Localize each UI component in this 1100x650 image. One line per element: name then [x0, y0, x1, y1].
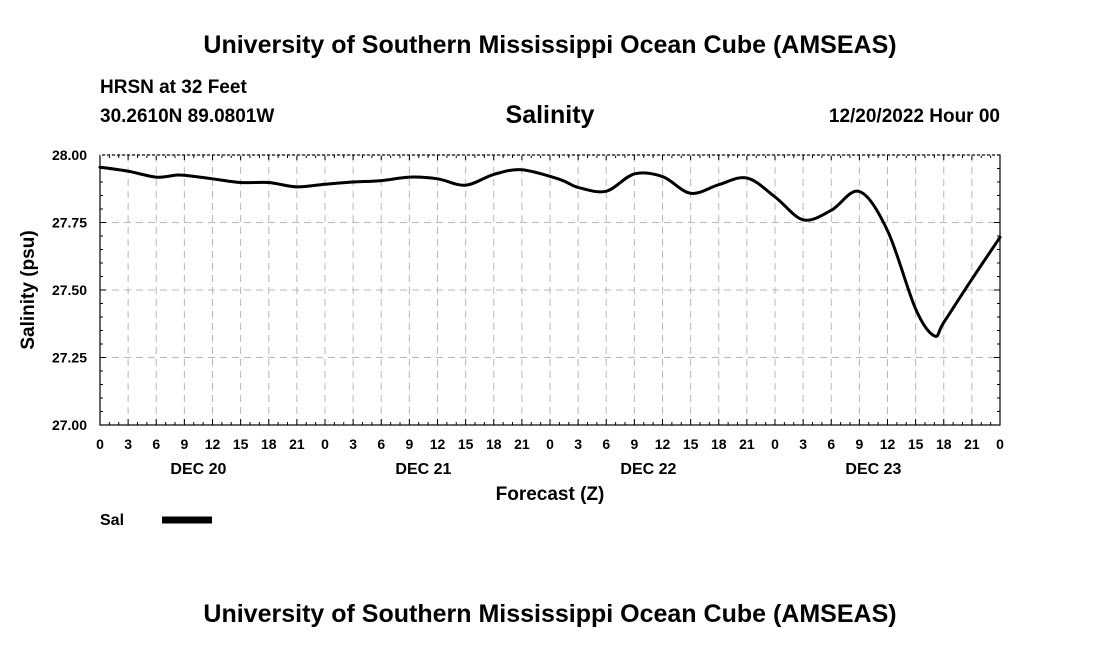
x-tick-label: 0: [546, 436, 554, 452]
x-tick-label: 18: [936, 436, 952, 452]
x-tick-label: 9: [630, 436, 638, 452]
legend-label: Sal: [100, 512, 124, 529]
x-tick-label: 12: [430, 436, 446, 452]
x-tick-label: 6: [827, 436, 835, 452]
x-tick-label: 12: [655, 436, 671, 452]
x-tick-label: 18: [711, 436, 727, 452]
x-tick-label: 3: [799, 436, 807, 452]
x-tick-label: 18: [486, 436, 502, 452]
day-label: DEC 21: [395, 461, 451, 478]
y-tick-label: 27.25: [52, 350, 87, 366]
axis-ticks: [99, 154, 1001, 426]
y-tick-label: 27.50: [52, 282, 87, 298]
x-tick-label: 18: [261, 436, 277, 452]
x-tick-label: 3: [349, 436, 357, 452]
day-label: DEC 22: [620, 461, 676, 478]
day-label: DEC 20: [170, 461, 226, 478]
station-label: HRSN at 32 Feet: [100, 77, 247, 98]
y-tick-label: 27.00: [52, 417, 87, 433]
y-axis-label: Salinity (psu): [18, 230, 39, 349]
bottom-title: University of Southern Mississippi Ocean…: [203, 600, 897, 628]
tick-labels: 0 3 6 9 12 15 18 21 0 3 6 9 12 15 18 21 0 3 6 9 12 15 18 21 0 3 6 9…: [52, 147, 1004, 478]
x-tick-label: 3: [124, 436, 132, 452]
x-tick-label: 21: [289, 436, 305, 452]
grid-lines: [100, 155, 1000, 425]
day-label: DEC 23: [845, 461, 901, 478]
x-tick-label: 0: [96, 436, 104, 452]
x-tick-label: 0: [771, 436, 779, 452]
x-tick-label: 15: [683, 436, 699, 452]
x-tick-label: 6: [602, 436, 610, 452]
x-tick-label: 9: [180, 436, 188, 452]
x-tick-label: 12: [205, 436, 221, 452]
x-axis-label: Forecast (Z): [496, 484, 605, 505]
x-tick-label: 15: [458, 436, 474, 452]
x-tick-label: 15: [233, 436, 249, 452]
x-tick-label: 0: [996, 436, 1004, 452]
x-tick-label: 21: [739, 436, 755, 452]
y-tick-label: 27.75: [52, 215, 87, 231]
x-tick-label: 3: [574, 436, 582, 452]
top-title: University of Southern Mississippi Ocean…: [203, 31, 897, 59]
x-tick-label: 12: [880, 436, 896, 452]
x-tick-label: 15: [908, 436, 924, 452]
salinity-series-line: [98, 165, 1002, 338]
x-tick-label: 9: [405, 436, 413, 452]
date-hour-label: 12/20/2022 Hour 00: [828, 106, 1000, 127]
y-tick-label: 28.00: [52, 147, 87, 163]
x-tick-label: 21: [964, 436, 980, 452]
coordinates-label: 30.2610N 89.0801W: [100, 106, 275, 127]
x-tick-label: 21: [514, 436, 530, 452]
x-tick-label: 9: [855, 436, 863, 452]
chart-title: Salinity: [505, 101, 595, 129]
x-tick-label: 0: [321, 436, 329, 452]
x-tick-label: 6: [152, 436, 160, 452]
x-tick-label: 6: [377, 436, 385, 452]
